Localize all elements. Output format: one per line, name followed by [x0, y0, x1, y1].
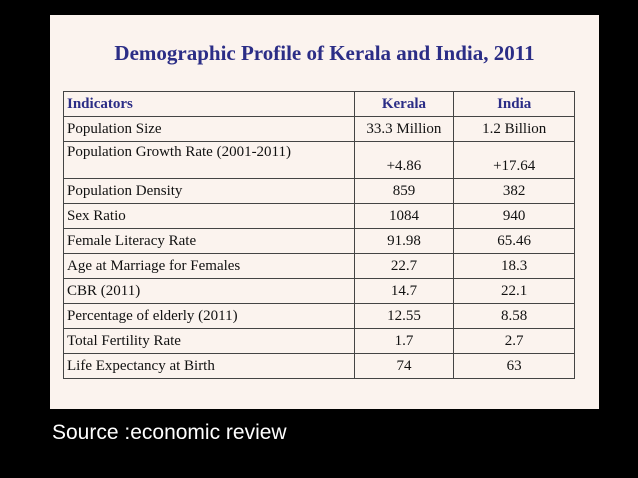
table-row: Sex Ratio 1084 940 — [63, 203, 575, 229]
india-cell: 63 — [453, 353, 575, 379]
indicator-cell: Population Growth Rate (2001-2011) — [63, 141, 355, 179]
table-row: Age at Marriage for Females 22.7 18.3 — [63, 253, 575, 279]
header-kerala: Kerala — [353, 91, 455, 117]
table-row: Total Fertility Rate 1.7 2.7 — [63, 328, 575, 354]
table-row: Female Literacy Rate 91.98 65.46 — [63, 228, 575, 254]
table-header-row: Indicators Kerala India — [63, 91, 575, 117]
header-india: India — [453, 91, 575, 117]
india-cell: 8.58 — [453, 303, 575, 329]
indicator-cell: Age at Marriage for Females — [63, 253, 355, 279]
indicator-cell: CBR (2011) — [63, 278, 355, 304]
india-cell: +17.64 — [453, 141, 575, 179]
indicator-cell: Total Fertility Rate — [63, 328, 355, 354]
india-cell: 18.3 — [453, 253, 575, 279]
kerala-cell: +4.86 — [353, 141, 455, 179]
india-cell: 940 — [453, 203, 575, 229]
header-indicators: Indicators — [63, 91, 355, 117]
kerala-cell: 74 — [353, 353, 455, 379]
table-row: Population Density 859 382 — [63, 178, 575, 204]
indicator-cell: Life Expectancy at Birth — [63, 353, 355, 379]
slide-title: Demographic Profile of Kerala and India,… — [114, 41, 535, 65]
india-cell: 382 — [453, 178, 575, 204]
kerala-cell: 14.7 — [353, 278, 455, 304]
indicator-cell: Female Literacy Rate — [63, 228, 355, 254]
table-row: Population Size 33.3 Million 1.2 Billion — [63, 116, 575, 142]
table-row: Life Expectancy at Birth 74 63 — [63, 353, 575, 379]
kerala-cell: 12.55 — [353, 303, 455, 329]
india-cell: 22.1 — [453, 278, 575, 304]
slide-panel: Demographic Profile of Kerala and India,… — [50, 15, 599, 409]
source-caption: Source :economic review — [52, 421, 287, 444]
kerala-cell: 1084 — [353, 203, 455, 229]
demographic-table: Indicators Kerala India Population Size … — [63, 91, 575, 379]
indicator-cell: Sex Ratio — [63, 203, 355, 229]
table-row: CBR (2011) 14.7 22.1 — [63, 278, 575, 304]
indicator-cell: Population Size — [63, 116, 355, 142]
india-cell: 65.46 — [453, 228, 575, 254]
kerala-cell: 22.7 — [353, 253, 455, 279]
kerala-cell: 33.3 Million — [353, 116, 455, 142]
kerala-cell: 1.7 — [353, 328, 455, 354]
kerala-cell: 859 — [353, 178, 455, 204]
india-cell: 2.7 — [453, 328, 575, 354]
kerala-cell: 91.98 — [353, 228, 455, 254]
table-row: Percentage of elderly (2011) 12.55 8.58 — [63, 303, 575, 329]
indicator-cell: Percentage of elderly (2011) — [63, 303, 355, 329]
india-cell: 1.2 Billion — [453, 116, 575, 142]
table-row: Population Growth Rate (2001-2011) +4.86… — [63, 141, 575, 179]
indicator-cell: Population Density — [63, 178, 355, 204]
